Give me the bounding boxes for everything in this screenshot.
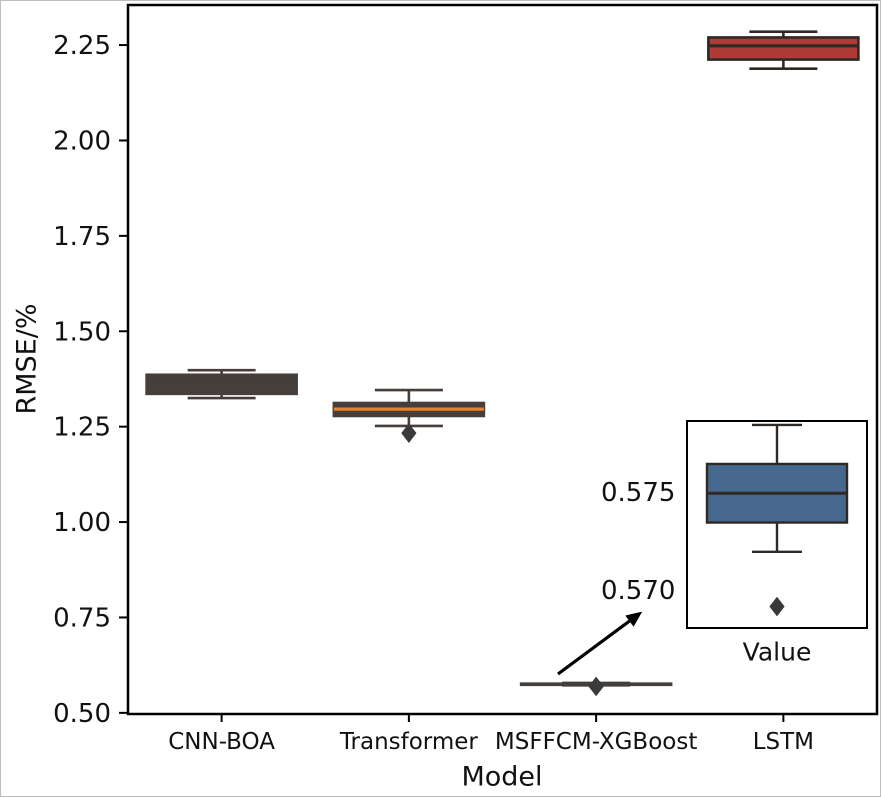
outlier-diamond-msffcm-xgboost bbox=[588, 676, 604, 697]
y-tick-label: 2.00 bbox=[53, 126, 111, 156]
inset-y-tick-label: 0.575 bbox=[601, 478, 676, 508]
x-tick-label-cnn-boa: CNN-BOA bbox=[168, 729, 275, 755]
y-tick-label: 0.50 bbox=[53, 699, 111, 729]
outlier-diamond-transformer bbox=[401, 423, 417, 443]
outlier-diamond-msffcm-xgboost bbox=[769, 596, 785, 617]
y-tick-label: 1.25 bbox=[53, 413, 111, 443]
x-tick-label-msffcm-xgboost: MSFFCM-XGBoost bbox=[495, 729, 697, 755]
plot-frame bbox=[126, 3, 879, 716]
y-tick-label: 0.75 bbox=[53, 603, 111, 633]
y-tick-label: 1.50 bbox=[53, 317, 111, 347]
y-tick-label: 2.25 bbox=[53, 31, 111, 61]
x-tick-label-lstm: LSTM bbox=[753, 729, 814, 755]
y-tick-label: 1.00 bbox=[53, 508, 111, 538]
x-axis-label: Model bbox=[461, 761, 543, 793]
inset-x-axis-label: Value bbox=[742, 637, 812, 667]
x-tick-label-transformer: Transformer bbox=[339, 729, 479, 755]
y-axis-label: RMSE/% bbox=[11, 303, 43, 415]
y-tick-label: 1.75 bbox=[53, 222, 111, 252]
annotation-arrow bbox=[557, 611, 643, 676]
box-lstm bbox=[707, 36, 860, 61]
inset-y-tick-label: 0.570 bbox=[601, 576, 676, 606]
